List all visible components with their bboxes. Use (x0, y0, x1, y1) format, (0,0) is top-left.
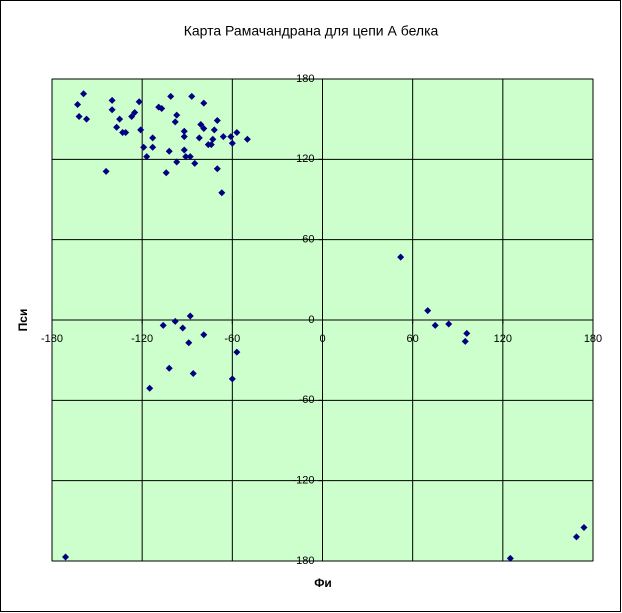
point (506, 554, 514, 562)
point (102, 167, 110, 175)
point (397, 253, 405, 261)
point (171, 317, 179, 325)
point (200, 99, 208, 107)
point (207, 141, 215, 149)
y-tick-label: 60 (302, 234, 314, 246)
x-tick-label: -180 (41, 333, 63, 345)
point (228, 139, 236, 147)
point (146, 384, 154, 392)
point (62, 553, 70, 561)
x-tick-label: 60 (407, 333, 419, 345)
point (131, 108, 139, 116)
x-tick-label: 120 (494, 333, 512, 345)
chart-title: Карта Рамачандрана для цепи А белка (184, 23, 439, 39)
point (165, 147, 173, 155)
point (228, 375, 236, 383)
point (189, 370, 197, 378)
y-tick-label: -180 (292, 555, 314, 567)
point (149, 143, 157, 151)
y-tick-label: 120 (296, 153, 314, 165)
x-tick-label: 180 (584, 333, 602, 345)
point (83, 115, 91, 123)
point (108, 96, 116, 104)
point (572, 533, 580, 541)
point (180, 133, 188, 141)
point (213, 117, 221, 125)
x-tick-label: -120 (131, 333, 153, 345)
point (213, 165, 221, 173)
point (210, 126, 218, 134)
point (122, 129, 130, 137)
point (424, 307, 432, 315)
point (137, 126, 145, 134)
y-tick-label: -120 (292, 475, 314, 487)
y-axis-label: Пси (16, 309, 30, 332)
point (200, 125, 208, 133)
point (173, 111, 181, 119)
point (165, 364, 173, 372)
point (219, 133, 227, 141)
point (140, 143, 148, 151)
point (445, 320, 453, 328)
point (167, 92, 175, 100)
point (188, 92, 196, 100)
point (162, 169, 170, 177)
point (173, 158, 181, 166)
point (218, 189, 226, 197)
point (135, 98, 143, 106)
point (200, 331, 208, 339)
point (463, 329, 471, 337)
point (233, 129, 241, 137)
point (197, 121, 205, 129)
point (186, 153, 194, 161)
point (431, 321, 439, 329)
point (186, 312, 194, 320)
point (116, 115, 124, 123)
point (159, 321, 167, 329)
point (243, 135, 251, 143)
point (74, 100, 82, 108)
x-tick-label: -60 (224, 333, 240, 345)
point (180, 146, 188, 154)
point (108, 106, 116, 114)
point (191, 159, 199, 167)
y-tick-label: 180 (296, 73, 314, 85)
point (185, 339, 193, 347)
point (113, 123, 121, 131)
point (128, 112, 136, 120)
point (158, 104, 166, 112)
point (179, 324, 187, 332)
point (227, 133, 235, 141)
x-axis-label: Фи (314, 576, 332, 590)
point (461, 337, 469, 345)
point (580, 524, 588, 532)
point (171, 118, 179, 126)
point (180, 127, 188, 135)
point (233, 348, 241, 356)
point (149, 134, 157, 142)
point (209, 135, 217, 143)
point (75, 112, 83, 120)
point (182, 153, 190, 161)
point (80, 90, 88, 98)
point (195, 134, 203, 142)
point (143, 153, 151, 161)
y-tick-label: -60 (299, 394, 315, 406)
